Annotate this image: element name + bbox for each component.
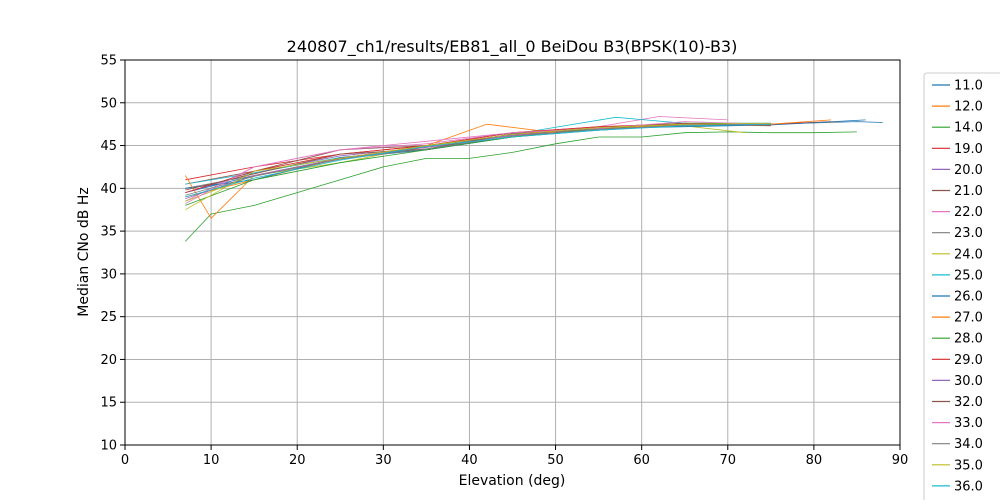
y-tick-label: 15 [100,396,117,411]
series-line-33.0 [185,121,771,205]
legend-label: 34.0 [954,437,983,452]
x-tick-label: 60 [633,453,650,468]
y-tick-label: 40 [100,182,117,197]
series-line-36.0 [185,123,771,198]
y-tick-label: 45 [100,139,117,154]
legend-label: 25.0 [954,268,983,283]
y-tick-label: 50 [100,96,117,111]
y-tick-label: 25 [100,310,117,325]
y-tick-label: 35 [100,225,117,240]
legend-label: 12.0 [954,100,983,115]
legend-label: 26.0 [954,290,983,305]
legend-label: 20.0 [954,163,983,178]
legend-label: 30.0 [954,374,983,389]
legend-label: 19.0 [954,142,983,157]
x-tick-label: 0 [121,453,129,468]
series-line-35.0 [185,122,771,211]
y-tick-label: 55 [100,54,117,69]
legend-items: 11.0 12.0 14.0 19.0 20.0 21.0 22.0 23.0 24.0 25.0… [932,79,983,494]
legend: 11.0 12.0 14.0 19.0 20.0 21.0 22.0 23.0 24.0 25.0… [923,72,1000,504]
x-tick-label: 50 [547,453,564,468]
legend-label: 11.0 [954,79,983,94]
y-axis-label: Median CNo dB Hz [76,187,92,316]
legend-box [923,72,1000,504]
legend-label: 23.0 [954,226,983,241]
y-tick-label: 10 [100,439,117,454]
x-tick-label: 20 [289,453,306,468]
y-tick-label: 30 [100,267,117,282]
legend-label: 14.0 [954,121,983,136]
y-tick-label: 20 [100,353,117,368]
x-tick-label: 30 [375,453,392,468]
legend-label: 28.0 [954,332,983,347]
x-tick-label: 80 [806,453,823,468]
legend-label: 33.0 [954,416,983,431]
series-lines [184,116,883,242]
legend-label: 24.0 [954,247,983,262]
x-axis: 0 10 20 30 40 50 60 70 80 90 [121,445,908,468]
y-axis: 10 15 20 25 30 35 40 45 50 55 [100,54,125,454]
legend-label: 35.0 [954,458,983,473]
series-line-34.0 [185,124,771,196]
legend-label: 36.0 [954,479,983,494]
legend-label: 22.0 [954,205,983,220]
legend-label: 27.0 [954,311,983,326]
x-tick-label: 10 [203,453,220,468]
legend-label: 32.0 [954,395,983,410]
legend-label: 29.0 [954,353,983,368]
plot-frame [124,59,901,446]
x-tick-label: 40 [461,453,478,468]
chart-title: 240807_ch1/results/EB81_all_0 BeiDou B3(… [287,37,738,57]
x-tick-label: 70 [720,453,737,468]
x-axis-label: Elevation (deg) [459,473,566,489]
legend-label: 21.0 [954,184,983,199]
x-tick-label: 90 [892,453,909,468]
